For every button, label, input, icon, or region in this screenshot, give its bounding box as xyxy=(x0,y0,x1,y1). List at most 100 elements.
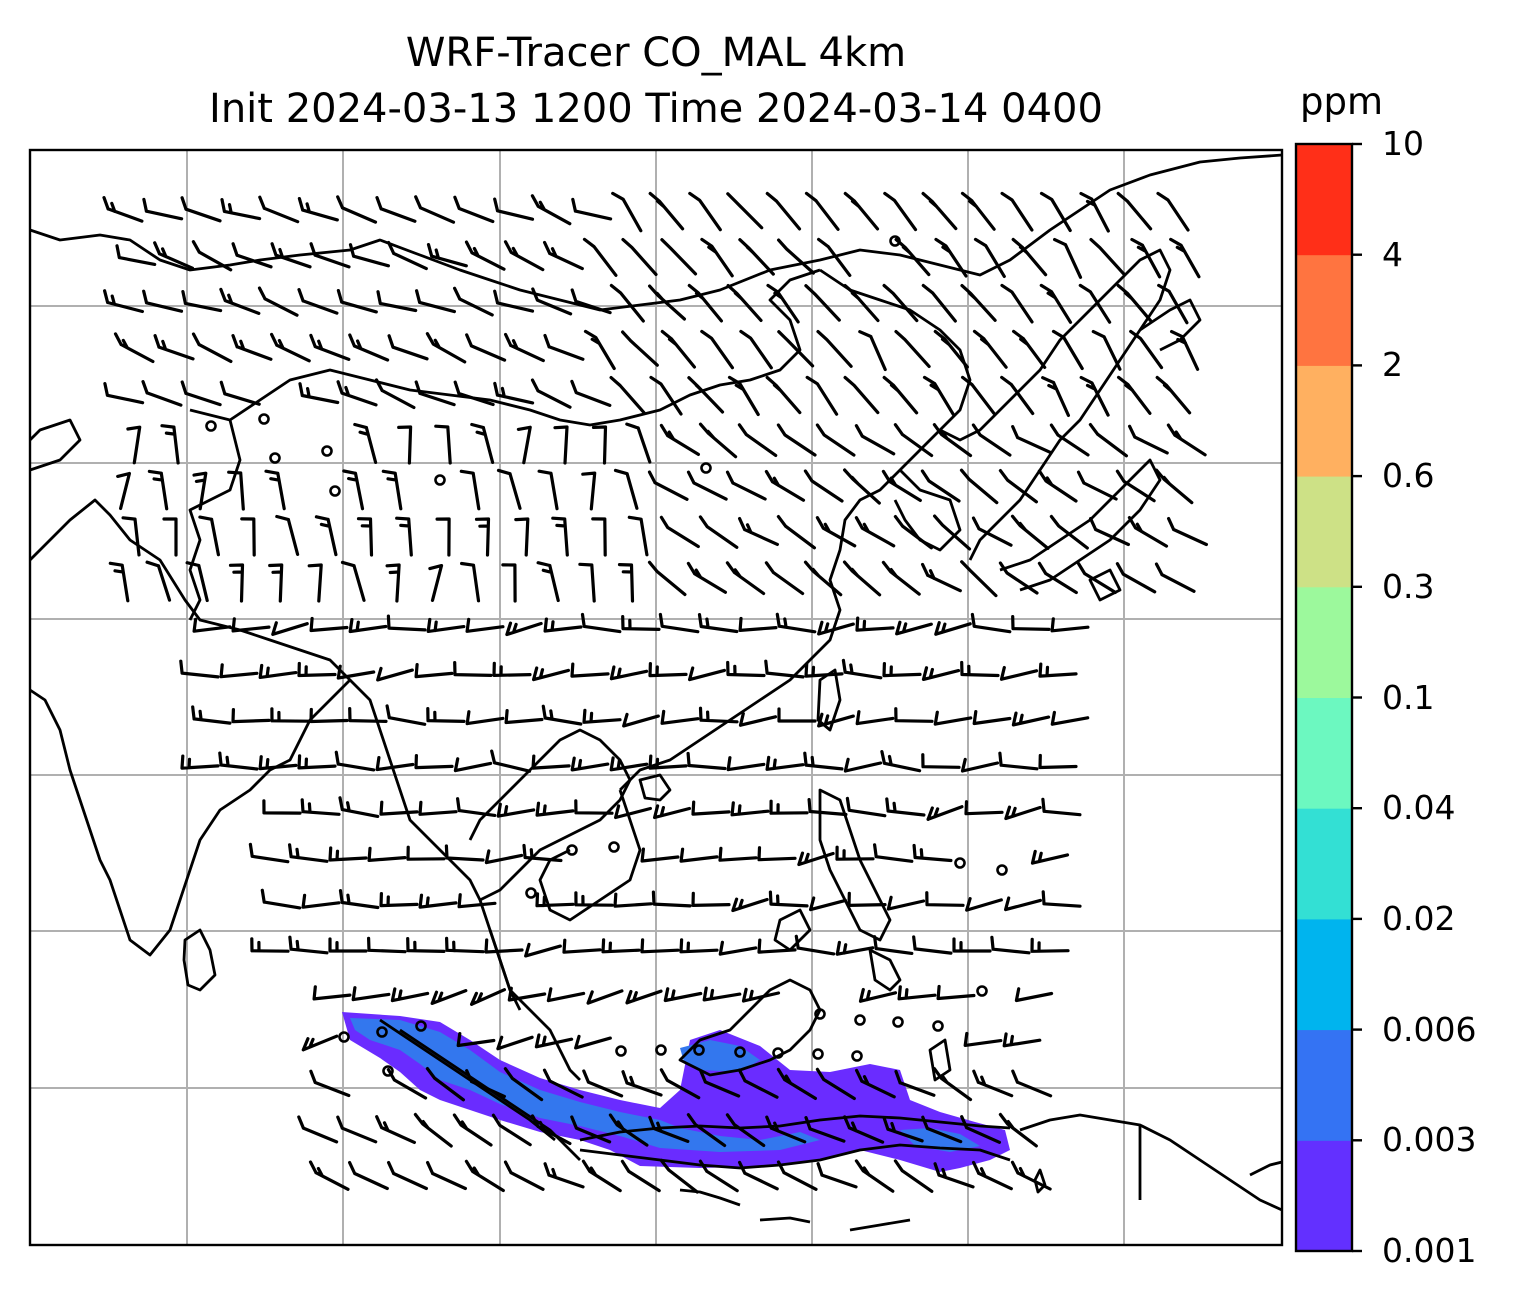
wind-barb xyxy=(971,516,1013,547)
wind-barb xyxy=(843,468,881,505)
tracer-field xyxy=(342,1012,1010,1172)
wind-barb xyxy=(648,662,688,678)
wind-barb xyxy=(1089,238,1126,276)
wind-barb xyxy=(1155,375,1192,415)
wind-barb xyxy=(804,1116,846,1143)
wind-barb xyxy=(998,1112,1038,1148)
colorbar-tick-label: 0.6 xyxy=(1382,456,1435,496)
wind-barb xyxy=(1050,710,1090,726)
wind-barb xyxy=(1014,987,1054,1003)
wind-barb xyxy=(1011,711,1051,727)
wind-barb xyxy=(418,800,458,816)
wind-barb xyxy=(933,514,972,551)
wind-barb xyxy=(574,799,614,815)
wind-barb xyxy=(1041,797,1082,817)
wind-barb xyxy=(257,286,299,317)
wind-barb xyxy=(816,1162,858,1189)
wind-barb xyxy=(181,290,223,313)
wind-barb xyxy=(219,287,261,315)
tracer-field-mid xyxy=(350,1018,820,1152)
wind-barb xyxy=(367,846,407,862)
calm-wind-marker xyxy=(434,474,446,486)
wind-barb xyxy=(1079,191,1110,233)
wind-barb xyxy=(457,893,497,909)
wind-barb xyxy=(191,240,233,272)
wind-barb xyxy=(999,665,1039,681)
colorbar-tick-label: 10 xyxy=(1382,124,1424,163)
wind-barb xyxy=(367,936,407,954)
wind-barb xyxy=(894,330,931,368)
wind-barb xyxy=(921,1115,963,1144)
wind-barb xyxy=(625,422,652,464)
wind-barb xyxy=(698,515,739,549)
wind-barb xyxy=(581,471,597,511)
wind-barb xyxy=(881,469,922,502)
wind-barb xyxy=(1050,617,1090,633)
wind-barb xyxy=(1000,191,1034,232)
wind-barb xyxy=(738,517,779,546)
wind-barb xyxy=(621,1070,663,1097)
wind-barb xyxy=(925,891,965,907)
map-frame xyxy=(28,148,1284,1247)
wind-barb xyxy=(484,938,524,954)
wind-barb xyxy=(179,659,220,679)
wind-barb xyxy=(353,422,378,464)
wind-barb xyxy=(307,563,323,603)
wind-barb xyxy=(621,238,658,276)
wind-barb xyxy=(809,896,847,912)
wind-barb xyxy=(1011,1069,1053,1098)
wind-barb xyxy=(376,666,414,682)
calm-wind-marker xyxy=(376,1026,388,1038)
wind-barb xyxy=(580,612,622,634)
wind-barb xyxy=(219,663,259,679)
wind-barb xyxy=(920,469,961,503)
wind-barb xyxy=(492,661,532,677)
wind-barb xyxy=(847,891,887,907)
wind-barb xyxy=(309,707,349,724)
wind-barb xyxy=(817,237,852,277)
wind-barb xyxy=(501,563,517,603)
colorbar-bin xyxy=(1296,144,1352,256)
wind-barb xyxy=(153,334,195,361)
wind-barb xyxy=(998,469,1038,504)
wind-barb xyxy=(617,563,635,603)
wind-barb xyxy=(456,797,497,817)
wind-barb xyxy=(248,842,290,864)
wind-barb xyxy=(1011,237,1048,277)
wind-barb xyxy=(804,191,840,231)
wind-barb xyxy=(348,243,390,268)
colorbar-tick-label: 0.04 xyxy=(1382,788,1456,828)
wind-barb xyxy=(453,757,493,773)
wind-barb xyxy=(621,615,661,631)
wind-barb xyxy=(453,380,495,407)
wind-barb xyxy=(452,1113,493,1147)
colorbar-tick-label: 2 xyxy=(1382,345,1403,385)
wind-barb xyxy=(912,843,953,863)
wind-barb xyxy=(794,934,836,956)
wind-barb xyxy=(338,796,380,818)
wind-barb xyxy=(570,379,612,407)
wind-barb xyxy=(882,1116,924,1143)
wind-barb xyxy=(921,562,962,593)
wind-barb xyxy=(960,191,996,231)
wind-barb xyxy=(1116,191,1153,231)
wind-barb xyxy=(776,1067,817,1100)
wind-barb xyxy=(348,707,388,723)
wind-barb xyxy=(298,382,340,405)
wind-barb xyxy=(797,851,835,867)
map-title-line-1: WRF-Tracer CO_MAL 4km xyxy=(405,30,907,76)
wind-barb xyxy=(609,665,649,681)
wind-barb xyxy=(297,661,337,678)
wind-barb xyxy=(126,425,142,465)
wind-barb xyxy=(1051,329,1084,371)
wind-barb xyxy=(591,517,607,557)
calm-wind-marker xyxy=(566,844,578,856)
wind-barb xyxy=(843,191,880,231)
wind-barb xyxy=(730,801,770,817)
wind-barb xyxy=(493,289,535,313)
wind-barb xyxy=(843,284,880,323)
wind-barb xyxy=(578,562,596,603)
wind-barb xyxy=(493,197,535,221)
wind-barb xyxy=(180,196,222,223)
